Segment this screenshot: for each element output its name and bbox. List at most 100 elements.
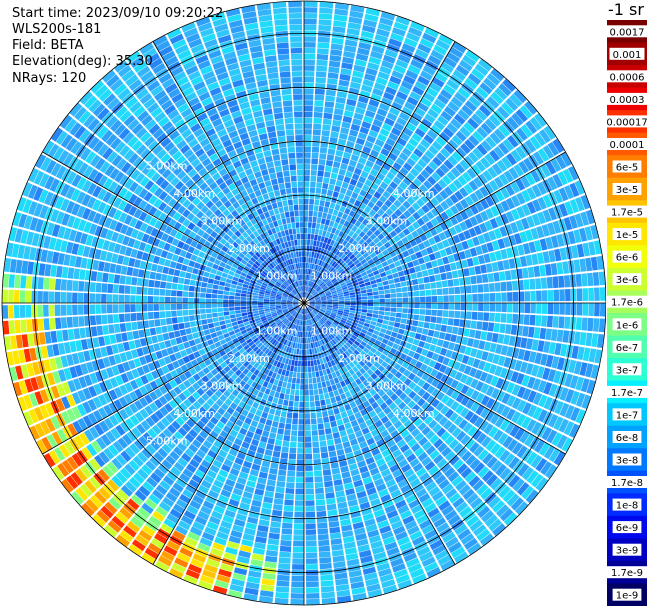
range-gate-cell [490,375,499,387]
range-gate-cell [335,490,345,498]
range-gate-cell [355,274,362,279]
range-gate-cell [471,113,484,126]
range-gate-cell [500,313,507,323]
range-gate-cell [325,219,331,226]
range-gate-cell [468,134,480,147]
range-gate-cell [408,291,414,297]
range-gate-cell [283,505,294,512]
range-gate-cell [468,227,477,238]
range-gate-cell [534,439,546,453]
range-gate-cell [315,299,321,302]
range-gate-cell [335,150,344,157]
range-gate-cell [464,218,473,229]
range-gate-cell [535,278,542,290]
range-gate-cell [434,412,444,423]
range-gate-cell [159,311,166,319]
range-gate-cell [473,445,485,457]
range-gate-cell [417,388,426,397]
range-gate-cell [228,299,235,303]
range-gate-cell [559,303,565,315]
range-gate-cell [343,176,351,184]
range-gate-cell [182,291,189,297]
range-gate-cell [501,102,514,115]
range-gate-cell [431,289,437,296]
range-gate-cell [269,527,281,534]
range-gate-cell [575,409,586,424]
range-gate-cell [588,241,596,256]
range-gate-cell [338,424,346,432]
range-gate-cell [362,226,370,234]
range-gate-cell [274,597,289,605]
range-gate-cell [327,265,333,272]
range-gate-cell [528,351,537,363]
range-gate-cell [499,226,508,237]
range-gate-cell [320,446,328,453]
range-gate-cell [360,286,366,291]
range-gate-cell [319,292,325,296]
range-gate-cell [387,81,400,91]
range-gate-cell [304,233,308,240]
range-gate-cell [304,337,307,344]
range-gate-cell [310,412,317,419]
range-gate-cell [317,235,322,242]
range-gate-cell [324,422,331,429]
range-gate-cell [402,308,408,314]
range-gate-cell [338,298,345,301]
range-gate-cell [265,419,273,426]
range-gate-cell [331,277,337,283]
range-gate-cell [341,62,353,70]
range-gate-cell [307,366,312,373]
range-gate-cell [369,168,379,177]
range-gate-cell [568,359,577,374]
ray [306,34,453,298]
range-gate-cell [115,264,122,274]
range-gate-cell [327,245,333,252]
range-gate-cell [335,395,342,402]
range-gate-cell [388,263,396,270]
range-gate-cell [343,274,349,280]
range-gate-cell [457,232,466,242]
range-gate-cell [460,143,471,155]
range-gate-cell [357,215,365,223]
range-gate-cell [479,210,489,222]
range-gate-cell [407,372,416,381]
range-gate-cell [353,285,360,290]
range-gate-cell [532,378,542,391]
range-gate-cell [391,101,403,111]
range-gate-cell [304,59,315,66]
range-gate-cell [300,378,304,384]
range-gate-cell [469,192,479,203]
range-gate-cell [264,490,274,498]
range-gate-cell [464,207,474,218]
range-gate-cell [386,225,394,233]
range-gate-cell [55,278,62,291]
range-gate-cell [386,258,394,265]
range-gate-cell [314,199,320,206]
range-gate-cell [516,127,528,141]
range-gate-cell [508,258,516,269]
range-gate-cell [103,262,111,273]
range-gate-cell [115,333,123,343]
range-gate-cell [176,310,183,317]
range-gate-cell [334,256,340,263]
range-gate-cell [385,185,395,194]
range-gate-cell [118,313,125,323]
ray [307,59,493,299]
range-gate-cell [321,300,327,302]
range-gate-cell [287,464,296,471]
range-gate-cell [370,149,380,158]
range-gate-cell [482,170,493,182]
range-gate-cell [327,305,333,308]
range-gate-cell [367,258,374,265]
range-gate-cell [416,227,424,236]
range-gate-cell [294,360,298,367]
range-gate-cell [305,552,318,559]
range-gate-cell [422,328,429,336]
range-gate-cell [353,212,361,220]
range-gate-cell [311,290,316,295]
range-gate-cell [478,303,484,312]
range-gate-cell [372,119,383,128]
range-gate-cell [412,245,420,253]
range-gate-cell [454,310,461,319]
range-gate-cell [506,395,516,407]
